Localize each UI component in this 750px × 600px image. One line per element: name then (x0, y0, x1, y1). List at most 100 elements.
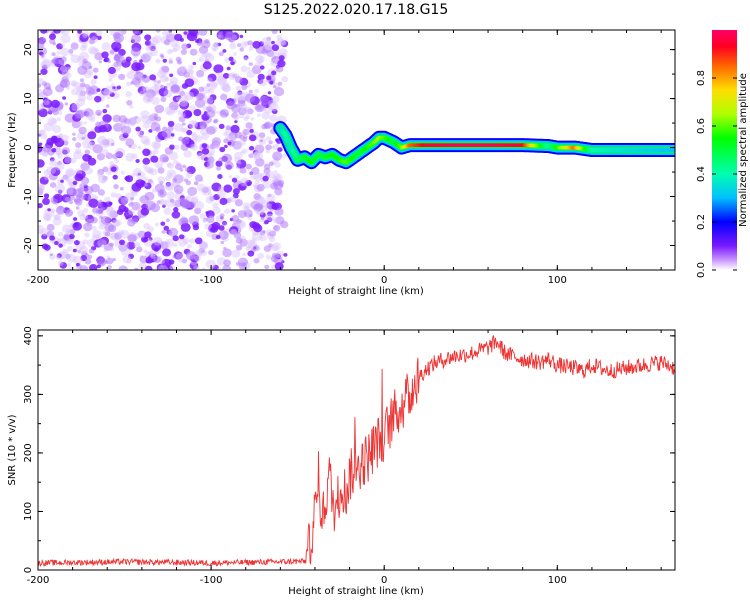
noise-blob (266, 75, 272, 81)
noise-blob (151, 188, 157, 194)
noise-blob (220, 240, 225, 245)
noise-blob (55, 254, 61, 260)
noise-blob (217, 190, 226, 198)
noise-blob (144, 34, 152, 41)
noise-blob (181, 113, 186, 118)
noise-blob (122, 255, 132, 264)
noise-blob (157, 189, 167, 198)
noise-blob (109, 49, 115, 55)
noise-blob (169, 264, 175, 270)
noise-blob (120, 231, 124, 236)
noise-blob (168, 172, 173, 177)
noise-blob (164, 76, 170, 82)
noise-blob (64, 157, 71, 164)
noise-blob (168, 60, 173, 64)
noise-blob (210, 227, 216, 232)
noise-blob (42, 152, 48, 158)
noise-blob (260, 230, 266, 236)
noise-blob (107, 66, 116, 75)
noise-blob (166, 82, 171, 87)
noise-blob (50, 118, 57, 124)
noise-blob (224, 144, 228, 148)
noise-blob (38, 183, 45, 191)
noise-blob (243, 56, 249, 61)
noise-blob (109, 210, 119, 219)
noise-blob (109, 242, 114, 247)
noise-blob (61, 176, 66, 180)
noise-blob (98, 60, 103, 64)
noise-blob (49, 182, 57, 188)
noise-blob (234, 156, 242, 164)
noise-blob (113, 61, 120, 68)
noise-region (38, 30, 289, 270)
noise-blob (169, 73, 174, 78)
noise-blob (90, 217, 98, 224)
noise-blob (211, 137, 221, 146)
noise-blob (142, 148, 151, 157)
noise-blob (92, 144, 103, 154)
noise-blob (169, 49, 174, 53)
noise-blob (208, 152, 214, 158)
noise-blob (218, 186, 225, 192)
noise-blob (191, 121, 197, 126)
noise-blob (253, 154, 261, 161)
noise-blob (205, 230, 214, 238)
noise-blob (100, 206, 106, 211)
noise-blob (196, 183, 206, 192)
noise-blob (266, 234, 272, 239)
noise-blob (50, 208, 56, 213)
noise-blob (163, 89, 173, 98)
noise-blob (148, 43, 156, 51)
noise-blob (38, 142, 43, 146)
noise-blob (198, 57, 204, 62)
noise-blob (76, 262, 80, 267)
noise-blob (182, 164, 187, 169)
noise-blob (261, 48, 269, 55)
noise-blob (161, 136, 166, 140)
noise-blob (242, 137, 248, 142)
noise-blob (61, 70, 70, 78)
noise-blob (89, 140, 95, 146)
noise-blob (175, 252, 184, 260)
noise-blob (189, 238, 196, 244)
noise-blob (130, 197, 134, 201)
noise-blob (258, 79, 267, 87)
noise-blob (40, 129, 47, 135)
noise-blob (41, 243, 49, 250)
noise-blob (209, 196, 215, 202)
noise-blob (199, 30, 205, 34)
noise-blob (58, 58, 67, 66)
noise-blob (172, 255, 176, 259)
noise-blob (46, 166, 56, 175)
noise-blob (181, 258, 188, 264)
noise-blob (193, 109, 202, 117)
noise-blob (64, 176, 71, 182)
noise-blob (256, 183, 265, 192)
noise-blob (198, 121, 207, 130)
noise-blob (86, 94, 93, 101)
noise-blob (127, 219, 136, 227)
noise-blob (131, 115, 142, 125)
noise-blob (64, 113, 76, 123)
noise-blob (216, 71, 223, 78)
colorbar-tick-label: 0.8 (696, 70, 707, 86)
noise-blob (53, 214, 60, 220)
noise-blob (254, 180, 260, 185)
noise-blob (128, 253, 134, 259)
noise-blob (125, 81, 132, 87)
noise-blob (77, 65, 88, 76)
noise-blob (82, 32, 88, 39)
noise-blob (265, 136, 272, 142)
noise-blob (156, 200, 161, 205)
noise-blob (255, 149, 262, 155)
noise-blob (208, 88, 215, 94)
noise-blob (83, 30, 90, 37)
noise-blob (121, 125, 132, 135)
noise-blob (188, 30, 199, 37)
noise-blob (126, 71, 136, 80)
noise-blob (88, 65, 93, 70)
noise-blob (189, 75, 194, 80)
noise-blob (89, 116, 96, 123)
noise-blob (274, 161, 281, 168)
noise-blob (226, 66, 231, 71)
